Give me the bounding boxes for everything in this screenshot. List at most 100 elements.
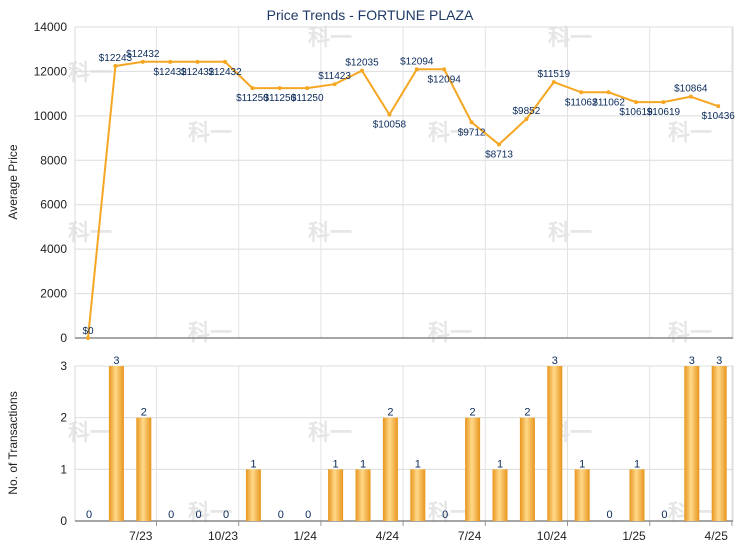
transaction-data-label: 0: [223, 509, 229, 521]
price-point: [305, 86, 310, 91]
price-data-label: $0: [82, 326, 94, 337]
transactions-bar-series: 0 3 2 0 0 0 1 0 0 1 1 2 1 0 2 1 2 3 1 0 1 0 3 3: [86, 355, 727, 521]
top-y-tick-label: 6000: [40, 198, 67, 212]
top-y-tick-label: 4000: [40, 242, 67, 256]
x-tick-label: 7/23: [129, 529, 153, 543]
bottom-chart-grid: [74, 365, 734, 526]
transaction-data-label: 3: [552, 355, 558, 367]
x-tick-label: 10/24: [537, 529, 567, 543]
price-data-label: $8713: [485, 149, 513, 160]
x-tick-label: 4/25: [705, 529, 729, 543]
x-tick-label: 4/24: [376, 529, 400, 543]
price-data-label: $9852: [512, 106, 540, 117]
transaction-data-label: 0: [168, 509, 174, 521]
price-point: [277, 86, 282, 91]
transaction-bar: [492, 469, 508, 521]
price-point: [195, 59, 200, 64]
transaction-data-label: 1: [497, 458, 503, 470]
bottom-y-tick-label: 2: [60, 411, 67, 425]
transaction-data-label: 2: [387, 407, 393, 419]
price-data-label: $12243: [99, 53, 133, 64]
price-point: [524, 117, 529, 122]
x-tick-label: 10/23: [208, 529, 238, 543]
transaction-bar: [245, 469, 261, 521]
transaction-data-label: 0: [305, 509, 311, 521]
top-y-tick-label: 2000: [40, 287, 67, 301]
bottom-y-axis-label: No. of Transactions: [6, 391, 20, 494]
transaction-data-label: 1: [360, 458, 366, 470]
price-data-label: $11250: [263, 93, 296, 104]
price-data-label: $12035: [345, 58, 379, 69]
top-y-tick-label: 8000: [40, 153, 67, 167]
watermark-text: 科一: [548, 221, 592, 246]
watermark-text: 科一: [428, 121, 472, 146]
transaction-data-label: 0: [607, 509, 613, 521]
transaction-data-label: 0: [442, 509, 448, 521]
watermark-text: 科一: [668, 321, 712, 346]
price-point: [497, 142, 501, 147]
watermark-text: 科一: [428, 321, 472, 346]
price-point: [113, 64, 118, 69]
price-data-label: $10436: [702, 111, 736, 122]
transaction-data-label: 1: [634, 458, 640, 470]
price-data-label: $12432: [126, 49, 160, 60]
watermark-text: 科一: [188, 321, 232, 346]
transaction-bar: [328, 469, 344, 521]
watermark-text: 科一: [188, 121, 232, 146]
transaction-data-label: 0: [661, 509, 667, 521]
top-y-tick-label: 14000: [34, 20, 68, 34]
price-data-label: $12094: [400, 56, 434, 67]
x-tick-label: 1/24: [294, 529, 318, 543]
price-point: [140, 59, 145, 64]
price-point: [86, 336, 90, 340]
watermarks: 科一科一科一科一科一科一科一科一科一科一科一科一科一科一科一科一科一科一: [68, 26, 712, 526]
price-data-label: $12432: [208, 67, 242, 78]
watermark-text: 科一: [428, 501, 472, 526]
transaction-bar: [355, 469, 371, 521]
transaction-data-label: 2: [524, 407, 530, 419]
price-point: [387, 112, 392, 117]
price-data-label: $12432: [181, 67, 215, 78]
price-data-label: $9712: [458, 127, 486, 138]
transaction-data-label: 1: [333, 458, 339, 470]
transaction-bar: [108, 366, 124, 521]
price-point: [579, 90, 584, 95]
price-data-label: $10058: [373, 120, 407, 131]
top-y-tick-label: 10000: [34, 109, 68, 123]
price-point: [360, 68, 364, 73]
price-point: [223, 59, 227, 64]
price-data-label: $12094: [428, 74, 462, 85]
price-point: [661, 100, 666, 105]
transaction-data-label: 0: [196, 509, 202, 521]
transaction-bar: [382, 417, 398, 521]
transaction-data-label: 1: [250, 458, 256, 470]
transaction-bar: [136, 417, 152, 521]
price-point: [442, 67, 447, 72]
price-data-label: $11250: [236, 93, 269, 104]
transaction-bar: [684, 366, 700, 521]
price-point: [332, 82, 337, 87]
transaction-bar: [711, 366, 727, 521]
price-data-label: $11250: [291, 93, 324, 104]
watermark-text: 科一: [308, 26, 352, 51]
transaction-data-label: 0: [278, 509, 284, 521]
transaction-data-label: 3: [689, 355, 695, 367]
transaction-bar: [410, 469, 426, 521]
price-data-label: $10864: [674, 84, 708, 95]
transaction-data-label: 1: [579, 458, 585, 470]
price-line-series: $0$12243$12432$12432$12432$12432$11250$1…: [82, 49, 735, 340]
price-data-label: $11423: [318, 71, 351, 82]
transaction-data-label: 3: [113, 355, 119, 367]
top-chart-grid: [74, 26, 734, 339]
price-point: [168, 59, 173, 64]
price-line: [87, 60, 719, 339]
transaction-data-label: 3: [716, 355, 722, 367]
transaction-bar: [574, 469, 590, 521]
transaction-bar: [547, 366, 563, 521]
watermark-text: 科一: [668, 121, 712, 146]
bottom-y-tick-label: 3: [60, 359, 67, 373]
transaction-data-label: 2: [141, 407, 147, 419]
bottom-y-tick-label: 0: [60, 514, 67, 528]
